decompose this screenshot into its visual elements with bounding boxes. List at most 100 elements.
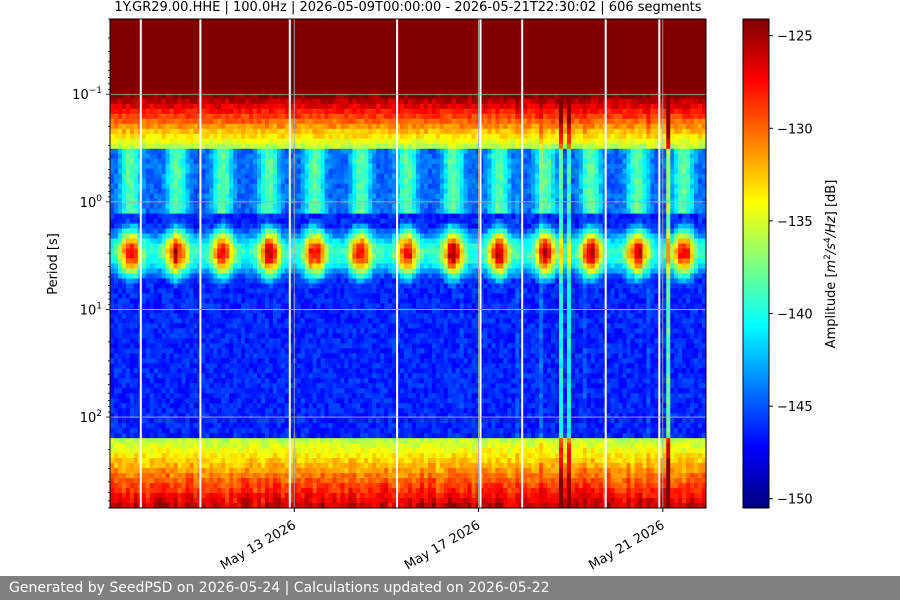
heatmap-cell xyxy=(221,208,226,214)
heatmap-cell xyxy=(304,143,310,150)
heatmap-cell xyxy=(149,278,155,284)
heatmap-cell xyxy=(237,118,242,125)
heatmap-cell xyxy=(189,353,194,359)
heatmap-cell xyxy=(201,98,206,105)
heatmap-cell xyxy=(189,19,194,25)
heatmap-cell xyxy=(169,93,174,100)
heatmap-cell xyxy=(233,428,238,434)
heatmap-cell xyxy=(121,473,127,479)
heatmap-cell xyxy=(304,473,310,479)
heatmap-cell xyxy=(201,168,206,175)
heatmap-cell xyxy=(260,278,266,284)
heatmap-cell xyxy=(296,353,302,359)
heatmap-cell xyxy=(225,98,230,105)
heatmap-cell xyxy=(181,103,186,110)
heatmap-cell xyxy=(165,118,170,125)
heatmap-cell xyxy=(177,318,182,324)
heatmap-cell xyxy=(288,423,294,429)
heatmap-cell xyxy=(193,193,198,200)
heatmap-cell xyxy=(189,138,194,145)
heatmap-cell xyxy=(221,473,226,479)
heatmap-cell xyxy=(205,473,210,479)
heatmap-cell xyxy=(133,258,139,264)
heatmap-cell xyxy=(117,433,123,439)
heatmap-cell xyxy=(249,63,254,70)
heatmap-cell xyxy=(268,78,274,85)
heatmap-cell xyxy=(249,153,254,160)
heatmap-cell xyxy=(292,328,298,334)
heatmap-cell xyxy=(292,393,298,399)
heatmap-cell xyxy=(213,503,218,508)
heatmap-cell xyxy=(284,353,290,359)
heatmap-cell xyxy=(272,158,278,165)
heatmap-cell xyxy=(264,293,270,299)
heatmap-cell xyxy=(193,243,198,249)
heatmap-cell xyxy=(308,213,314,219)
heatmap-cell xyxy=(169,498,174,504)
heatmap-cell xyxy=(257,38,262,45)
heatmap-cell xyxy=(153,358,159,364)
heatmap-cell xyxy=(205,128,210,135)
heatmap-cell xyxy=(284,198,290,205)
heatmap-cell xyxy=(268,348,274,354)
heatmap-cell xyxy=(129,418,135,424)
heatmap-cell xyxy=(237,333,242,339)
heatmap-cell xyxy=(237,38,242,45)
heatmap-cell xyxy=(225,343,230,349)
heatmap-cell xyxy=(268,408,274,414)
heatmap-cell xyxy=(110,138,115,145)
heatmap-cell xyxy=(181,43,186,50)
heatmap-cell xyxy=(241,398,246,404)
heatmap-cell xyxy=(264,213,270,219)
heatmap-cell xyxy=(177,163,182,170)
heatmap-cell xyxy=(268,58,274,65)
heatmap-cell xyxy=(288,428,294,434)
heatmap-cell xyxy=(213,243,218,249)
heatmap-cell xyxy=(173,243,178,249)
heatmap-cell xyxy=(185,328,190,334)
heatmap-cell xyxy=(113,368,119,374)
heatmap-cell xyxy=(253,58,258,65)
heatmap-cell xyxy=(173,168,178,175)
heatmap-cell xyxy=(185,98,190,105)
heatmap-cell xyxy=(149,483,155,489)
heatmap-cell xyxy=(173,438,178,444)
heatmap-cell xyxy=(304,453,310,459)
heatmap-cell xyxy=(177,353,182,359)
heatmap-cell xyxy=(189,308,194,314)
heatmap-cell xyxy=(189,208,194,214)
heatmap-cell xyxy=(229,483,234,489)
heatmap-cell xyxy=(257,48,262,55)
heatmap-cell xyxy=(165,148,170,155)
heatmap-cell xyxy=(217,243,222,249)
heatmap-cell xyxy=(253,153,258,160)
heatmap-cell xyxy=(284,43,290,50)
heatmap-cell xyxy=(296,448,302,454)
heatmap-cell xyxy=(221,498,226,504)
heatmap-cell xyxy=(221,73,226,80)
heatmap-cell xyxy=(221,158,226,165)
heatmap-cell xyxy=(201,423,206,429)
heatmap-cell xyxy=(241,298,246,304)
heatmap-cell xyxy=(260,93,266,100)
heatmap-cell xyxy=(300,458,306,464)
heatmap-cell xyxy=(173,98,178,105)
heatmap-cell xyxy=(241,478,246,484)
heatmap-cell xyxy=(264,53,270,60)
heatmap-cell xyxy=(153,63,159,70)
heatmap-cell xyxy=(201,253,206,259)
heatmap-cell xyxy=(149,348,155,354)
heatmap-cell xyxy=(233,123,238,130)
heatmap-cell xyxy=(189,478,194,484)
heatmap-cell xyxy=(153,393,159,399)
heatmap-cell xyxy=(260,123,266,130)
heatmap-cell xyxy=(225,278,230,284)
heatmap-cell xyxy=(233,178,238,185)
heatmap-cell xyxy=(221,88,226,95)
heatmap-cell xyxy=(249,93,254,100)
heatmap-cell xyxy=(141,68,147,75)
heatmap-cell xyxy=(149,168,155,175)
heatmap-cell xyxy=(221,493,226,499)
heatmap-cell xyxy=(280,363,286,369)
heatmap-cell xyxy=(177,393,182,399)
